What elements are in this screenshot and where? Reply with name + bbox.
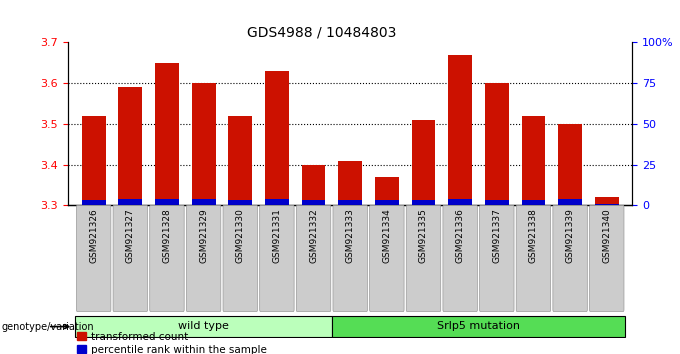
- FancyBboxPatch shape: [590, 205, 624, 312]
- Text: wild type: wild type: [178, 321, 229, 331]
- Bar: [522, 200, 545, 205]
- Text: GSM921327: GSM921327: [126, 209, 135, 263]
- Bar: [192, 83, 216, 205]
- Text: GSM921336: GSM921336: [456, 209, 464, 263]
- FancyBboxPatch shape: [76, 205, 111, 312]
- Bar: [265, 199, 289, 205]
- Text: GSM921326: GSM921326: [89, 209, 98, 263]
- FancyBboxPatch shape: [113, 205, 148, 312]
- Text: GSM921331: GSM921331: [273, 209, 282, 263]
- Bar: [118, 199, 142, 205]
- FancyBboxPatch shape: [150, 205, 184, 312]
- Bar: [595, 197, 619, 205]
- Bar: [411, 120, 435, 205]
- Bar: [595, 204, 619, 205]
- Bar: [228, 116, 252, 205]
- Text: GSM921338: GSM921338: [529, 209, 538, 263]
- Text: GSM921329: GSM921329: [199, 209, 208, 263]
- FancyBboxPatch shape: [516, 205, 551, 312]
- Text: GSM921330: GSM921330: [236, 209, 245, 263]
- Bar: [375, 177, 398, 205]
- Bar: [82, 116, 105, 205]
- FancyBboxPatch shape: [332, 316, 625, 337]
- Bar: [411, 200, 435, 205]
- Text: GSM921334: GSM921334: [382, 209, 392, 263]
- FancyBboxPatch shape: [479, 205, 514, 312]
- FancyBboxPatch shape: [186, 205, 221, 312]
- Bar: [302, 200, 326, 205]
- FancyBboxPatch shape: [75, 316, 332, 337]
- Bar: [485, 200, 509, 205]
- Text: GSM921332: GSM921332: [309, 209, 318, 263]
- FancyBboxPatch shape: [443, 205, 477, 312]
- Bar: [485, 83, 509, 205]
- Bar: [448, 55, 472, 205]
- Text: genotype/variation: genotype/variation: [1, 321, 94, 332]
- Text: GSM921337: GSM921337: [492, 209, 501, 263]
- Bar: [155, 63, 179, 205]
- Bar: [82, 200, 105, 205]
- Bar: [338, 200, 362, 205]
- Bar: [192, 199, 216, 205]
- FancyBboxPatch shape: [333, 205, 367, 312]
- Bar: [338, 161, 362, 205]
- Bar: [558, 124, 582, 205]
- Text: GSM921333: GSM921333: [345, 209, 355, 263]
- Bar: [448, 199, 472, 205]
- Bar: [118, 87, 142, 205]
- Legend: transformed count, percentile rank within the sample: transformed count, percentile rank withi…: [73, 327, 271, 354]
- Text: GSM921335: GSM921335: [419, 209, 428, 263]
- Bar: [155, 199, 179, 205]
- Text: Srlp5 mutation: Srlp5 mutation: [437, 321, 520, 331]
- Bar: [302, 165, 326, 205]
- Text: GSM921328: GSM921328: [163, 209, 171, 263]
- FancyBboxPatch shape: [406, 205, 441, 312]
- Title: GDS4988 / 10484803: GDS4988 / 10484803: [248, 26, 396, 40]
- Text: GSM921339: GSM921339: [566, 209, 575, 263]
- Text: GSM921340: GSM921340: [602, 209, 611, 263]
- Bar: [522, 116, 545, 205]
- FancyBboxPatch shape: [296, 205, 330, 312]
- Bar: [228, 200, 252, 205]
- FancyBboxPatch shape: [370, 205, 404, 312]
- FancyBboxPatch shape: [553, 205, 588, 312]
- Bar: [375, 200, 398, 205]
- Bar: [265, 71, 289, 205]
- Bar: [558, 199, 582, 205]
- FancyBboxPatch shape: [223, 205, 258, 312]
- FancyBboxPatch shape: [260, 205, 294, 312]
